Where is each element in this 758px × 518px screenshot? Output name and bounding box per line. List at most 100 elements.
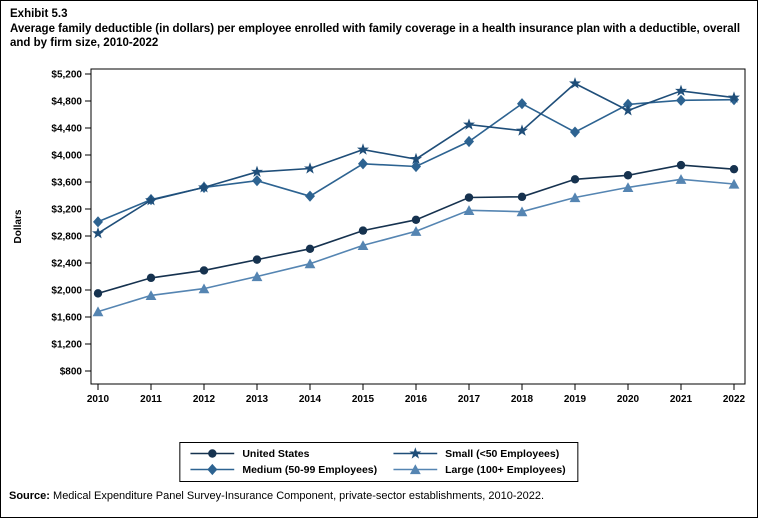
source-text: Medical Expenditure Panel Survey-Insuran… <box>49 490 545 502</box>
legend-item-large-firms: Large (100+ Employees) <box>393 463 566 476</box>
data-point <box>93 216 103 228</box>
x-tick-label: 2013 <box>246 394 269 405</box>
legend-label: Small (<50 Employees) <box>445 447 560 460</box>
x-tick-label: 2010 <box>87 394 110 405</box>
y-tick-label: $4,400 <box>51 124 82 135</box>
x-tick-label: 2017 <box>458 394 481 405</box>
data-point <box>464 193 474 202</box>
circle-marker-icon <box>190 449 235 458</box>
data-point <box>410 226 422 236</box>
y-tick-label: $1,200 <box>51 340 82 351</box>
x-tick-label: 2012 <box>193 394 216 405</box>
data-point <box>199 266 209 275</box>
data-point <box>207 463 218 476</box>
data-point <box>252 255 262 264</box>
y-tick-label: $4,000 <box>51 151 82 162</box>
chart-header: Exhibit 5.3 Average family deductible (i… <box>10 8 754 50</box>
data-point <box>198 181 210 193</box>
x-tick-label: 2022 <box>723 394 746 405</box>
data-point <box>569 192 581 203</box>
y-tick-label: $3,600 <box>51 178 82 189</box>
data-point <box>728 91 740 103</box>
data-point <box>517 98 527 110</box>
data-point <box>729 164 739 174</box>
x-tick-label: 2019 <box>564 394 587 405</box>
data-point <box>251 165 263 177</box>
data-point <box>92 227 104 239</box>
data-point <box>357 240 369 251</box>
data-point <box>676 160 686 170</box>
data-point <box>570 175 580 184</box>
y-tick-label: $2,400 <box>51 259 82 270</box>
data-point <box>358 158 368 170</box>
legend-item-united-states: United States <box>190 447 377 460</box>
y-tick-label: $4,800 <box>51 97 82 108</box>
data-point <box>570 126 580 138</box>
data-point <box>304 258 316 269</box>
chart-title: Average family deductible (in dollars) p… <box>10 23 741 49</box>
data-point <box>145 193 157 206</box>
data-point <box>357 143 369 155</box>
data-point <box>146 273 156 283</box>
y-tick-label: $800 <box>60 367 83 378</box>
data-point <box>463 205 475 215</box>
data-point <box>410 152 422 165</box>
data-point <box>411 160 421 173</box>
data-point <box>463 118 475 130</box>
x-tick-label: 2021 <box>670 394 693 405</box>
data-point <box>516 124 528 136</box>
x-tick-label: 2014 <box>299 394 322 405</box>
legend-item-small-firms: Small (<50 Employees) <box>393 447 566 460</box>
legend-label: Large (100+ Employees) <box>445 463 566 476</box>
x-tick-label: 2018 <box>511 394 534 405</box>
exhibit-label: Exhibit 5.3 <box>10 8 68 20</box>
diamond-marker-icon <box>190 463 235 476</box>
source-note: Source: Medical Expenditure Panel Survey… <box>9 490 544 502</box>
data-point <box>409 464 421 475</box>
data-point <box>569 77 581 89</box>
x-tick-label: 2015 <box>352 394 375 405</box>
data-point <box>409 447 422 459</box>
y-axis-title: Dollars <box>13 209 24 243</box>
legend-label: Medium (50-99 Employees) <box>242 463 378 476</box>
legend: United States Medium (50-99 Employees) S… <box>179 442 579 482</box>
data-point <box>675 84 687 96</box>
star-marker-icon <box>393 447 438 459</box>
data-point <box>623 171 633 180</box>
data-point <box>622 182 634 192</box>
y-tick-label: $1,600 <box>51 313 82 324</box>
triangle-marker-icon <box>393 464 438 475</box>
data-point <box>358 226 368 235</box>
data-point <box>252 175 262 187</box>
data-point <box>198 283 210 294</box>
data-point <box>208 449 217 458</box>
data-point <box>305 190 315 202</box>
legend-label: United States <box>242 447 310 460</box>
data-point <box>676 94 686 106</box>
data-point <box>622 104 634 116</box>
y-tick-label: $5,200 <box>51 70 82 81</box>
data-point <box>93 289 103 298</box>
series-line-large-100-employees <box>97 178 735 313</box>
data-point <box>145 290 157 300</box>
data-point <box>411 215 421 224</box>
data-point <box>92 306 104 317</box>
y-tick-label: $2,000 <box>51 286 82 297</box>
y-tick-label: $2,800 <box>51 232 82 243</box>
data-point <box>464 135 474 148</box>
x-tick-label: 2020 <box>617 394 640 405</box>
data-point <box>304 162 316 174</box>
x-tick-label: 2016 <box>405 394 428 405</box>
y-tick-label: $3,200 <box>51 205 82 216</box>
source-label: Source: <box>9 490 50 502</box>
data-point <box>517 192 527 202</box>
plot-area-border <box>90 68 746 385</box>
x-tick-label: 2011 <box>140 394 162 405</box>
data-point <box>675 174 687 184</box>
data-point <box>305 244 315 254</box>
legend-item-medium-firms: Medium (50-99 Employees) <box>190 463 377 476</box>
data-point <box>728 178 740 189</box>
data-point <box>251 271 263 282</box>
